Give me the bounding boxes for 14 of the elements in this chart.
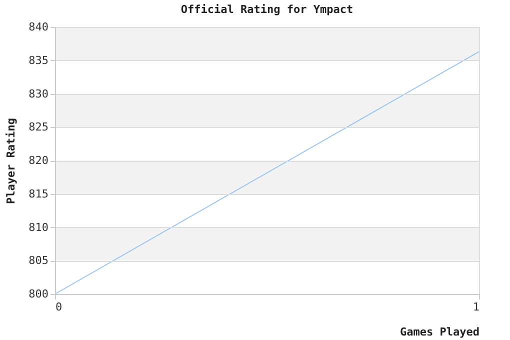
- y-tick-label: 830: [28, 87, 48, 100]
- x-tick-label: 0: [56, 300, 62, 314]
- x-axis-title: Games Played: [400, 326, 480, 338]
- chart-title: Official Rating for Ympact: [180, 3, 354, 16]
- y-tick-label: 820: [28, 154, 48, 167]
- y-axis-title: Player Rating: [4, 118, 18, 204]
- y-tick-label: 815: [28, 187, 48, 200]
- y-tick-label: 825: [28, 120, 48, 134]
- y-tick-label: 835: [28, 54, 48, 67]
- x-tick-label: 1: [472, 300, 480, 314]
- y-tick-label: 805: [28, 254, 48, 268]
- y-tick-label: 810: [28, 220, 48, 234]
- y-tick-label: 800: [28, 288, 48, 300]
- y-tick-label: 840: [28, 20, 48, 34]
